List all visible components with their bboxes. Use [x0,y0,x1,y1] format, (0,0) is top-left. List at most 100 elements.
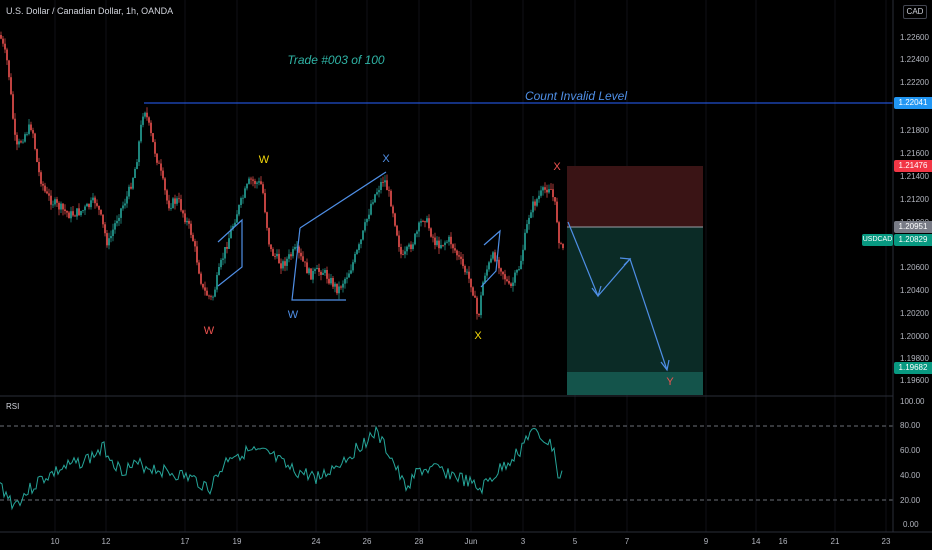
rsi-label: 80.00 [900,421,921,430]
candle-body [414,233,416,245]
wave-label-y-red[interactable]: Y [666,376,674,388]
time-label: 9 [703,537,709,546]
candle-body [388,190,390,191]
candle-body [552,189,554,198]
candle-body [10,77,12,95]
candle-body [518,269,520,270]
candle-body [338,286,340,294]
candle-body [328,278,330,284]
count-invalid-annotation[interactable]: Count Invalid Level [524,89,628,103]
candle-body [508,281,510,284]
symbol-title[interactable]: U.S. Dollar / Canadian Dollar, 1h, OANDA [6,6,174,16]
candle-body [290,254,292,257]
candle-body [174,198,176,204]
candle-body [384,180,386,183]
time-label: 7 [624,537,630,546]
candle-body [342,283,344,288]
target-price-tag[interactable]: 1.19682 [894,362,932,374]
candle-body [340,286,342,288]
profit-zone[interactable] [567,227,703,372]
entry-price-tag[interactable]: 1.20951 [894,221,932,233]
candle-body [366,218,368,223]
candle-body [162,170,164,179]
candle-body [254,180,256,184]
candle-body [494,252,496,262]
candle-body [108,238,110,246]
candle-body [172,198,174,208]
candle-body [262,184,264,194]
candle-body [356,249,358,254]
candle-body [310,268,312,280]
rsi-title[interactable]: RSI [6,402,20,411]
trade-annotation[interactable]: Trade #003 of 100 [287,53,385,67]
candle-body [468,271,470,279]
candle-body [326,270,328,279]
candle-body [348,273,350,278]
current-price-tag[interactable]: 1.20829 [894,234,932,246]
rsi-label: 0.00 [903,520,919,529]
wave-label-x-blue[interactable]: X [382,153,390,165]
candle-body [370,203,372,215]
candle-body [96,203,98,206]
time-label: 14 [751,537,761,546]
candle-body [152,133,154,142]
candle-body [298,246,300,253]
price-label: 1.20400 [900,286,929,295]
candle-body [422,221,424,222]
candle-body [212,296,214,298]
candle-body [156,153,158,163]
count-invalid-price-tag[interactable]: 1.22041 [894,97,932,109]
candle-body [536,199,538,206]
candle-body [278,253,280,264]
candle-body [446,241,448,243]
price-label: 1.21800 [900,126,929,135]
wave-label-w-yellow[interactable]: W [258,154,270,166]
candle-body [470,278,472,288]
candle-body [132,178,134,189]
stop-loss-zone[interactable] [567,166,703,227]
candle-body [220,259,222,268]
candle-body [346,277,348,279]
candle-body [472,287,474,296]
candle-body [556,201,558,223]
candle-body [76,208,78,217]
price-label: 1.19600 [900,376,929,385]
candle-body [374,194,376,203]
candle-body [88,203,90,208]
time-label: 16 [778,537,788,546]
currency-badge[interactable]: CAD [903,5,927,19]
candle-body [434,237,436,246]
candle-body [218,267,220,275]
candle-body [458,255,460,257]
target-zone[interactable] [567,372,703,395]
candle-body [522,249,524,261]
candle-body [418,222,420,232]
symbol-tag[interactable]: USDCAD [862,234,893,246]
candle-body [562,243,564,249]
candle-body [236,214,238,223]
candle-body [194,241,196,247]
candle-body [30,124,32,130]
wave-label-x-yellow[interactable]: X [474,330,482,342]
candle-body [80,211,82,216]
candle-body [302,256,304,262]
candle-body [400,247,402,255]
wave-label-x-red[interactable]: X [553,161,561,173]
candle-body [182,210,184,214]
rsi-label: 40.00 [900,471,921,480]
candle-body [230,229,232,239]
candle-body [334,283,336,287]
candle-body [440,245,442,249]
candle-body [222,258,224,260]
wave-label-w-blue[interactable]: W [287,309,299,321]
candle-body [306,262,308,274]
candle-body [448,236,450,242]
wave-label-w-red[interactable]: W [203,325,215,337]
candle-body [284,261,286,266]
wave-lines[interactable] [217,171,668,371]
candle-body [44,185,46,192]
stop-price-tag[interactable]: 1.21476 [894,160,932,172]
candle-body [312,271,314,280]
candle-body [478,313,480,316]
